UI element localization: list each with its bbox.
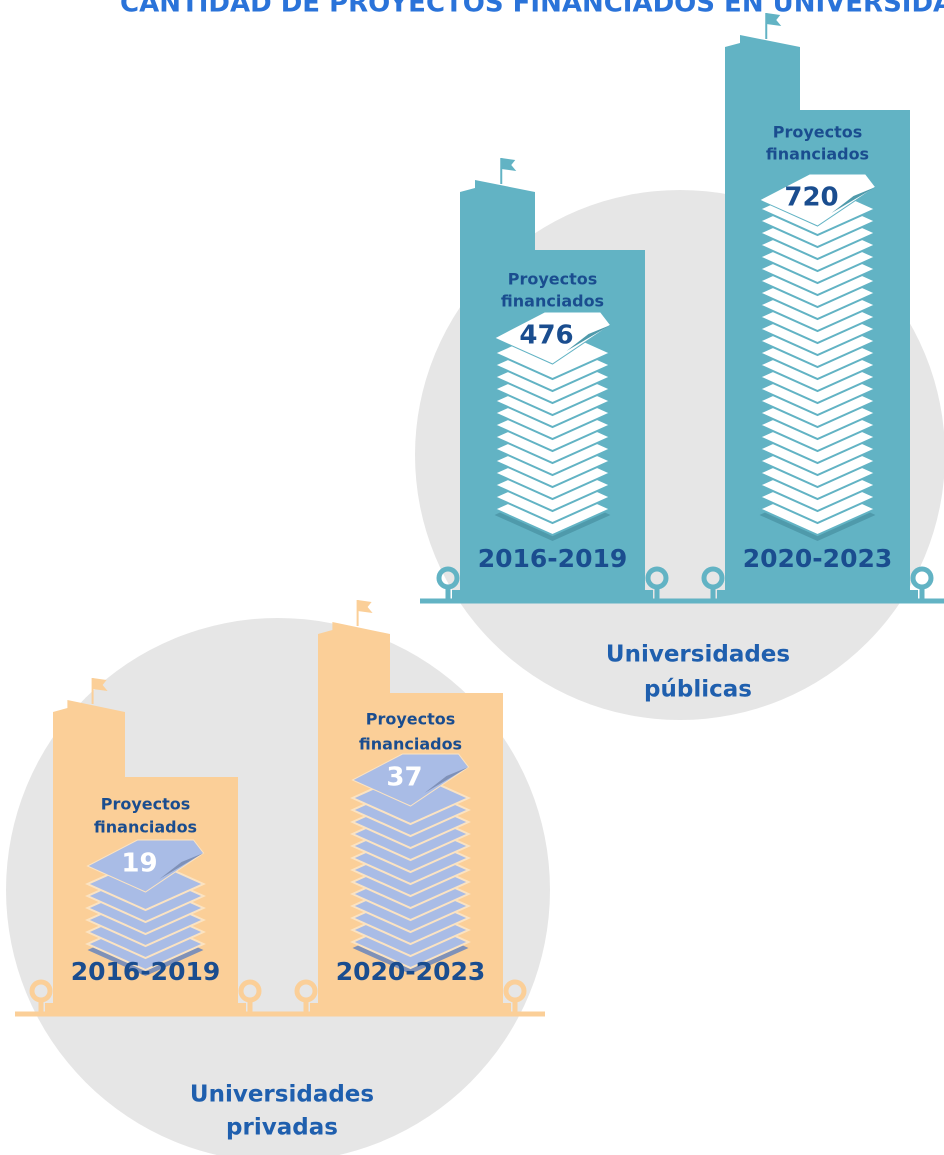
caption: financiados bbox=[766, 145, 869, 164]
period: 2020-2023 bbox=[743, 544, 893, 573]
count: 19 bbox=[121, 849, 157, 879]
paper-top bbox=[493, 311, 612, 365]
group-label: Universidades bbox=[606, 642, 790, 668]
paper-curl bbox=[566, 325, 611, 351]
flag bbox=[766, 13, 782, 26]
paper-curl bbox=[424, 767, 469, 793]
paper-top bbox=[351, 753, 470, 807]
period: 2016-2019 bbox=[478, 544, 628, 573]
paper-curl bbox=[831, 187, 876, 213]
caption: Proyectos bbox=[101, 795, 191, 814]
pin bbox=[910, 566, 934, 590]
count: 476 bbox=[519, 321, 573, 351]
flag bbox=[92, 678, 108, 691]
period: 2016-2019 bbox=[71, 957, 221, 986]
paper-top bbox=[86, 839, 205, 893]
count: 37 bbox=[386, 763, 422, 793]
group-label: públicas bbox=[644, 677, 752, 703]
building-base bbox=[45, 1003, 246, 1013]
group-label: Universidades bbox=[190, 1082, 374, 1108]
caption: financiados bbox=[501, 292, 604, 311]
period: 2020-2023 bbox=[336, 957, 486, 986]
count: 720 bbox=[784, 183, 838, 213]
caption: Proyectos bbox=[508, 270, 598, 289]
caption: Proyectos bbox=[366, 710, 456, 729]
title: CANTIDAD DE PROYECTOS FINANCIADOS EN UNI… bbox=[120, 0, 944, 19]
flag bbox=[357, 600, 373, 613]
caption: financiados bbox=[94, 818, 197, 837]
building-base bbox=[452, 590, 653, 600]
flag bbox=[501, 158, 517, 171]
building-base bbox=[717, 590, 918, 600]
caption: Proyectos bbox=[773, 123, 863, 142]
caption: financiados bbox=[359, 735, 462, 754]
paper-top bbox=[758, 173, 877, 227]
building-base bbox=[310, 1003, 511, 1013]
group-label: privadas bbox=[226, 1115, 338, 1141]
paper-curl bbox=[159, 853, 204, 879]
